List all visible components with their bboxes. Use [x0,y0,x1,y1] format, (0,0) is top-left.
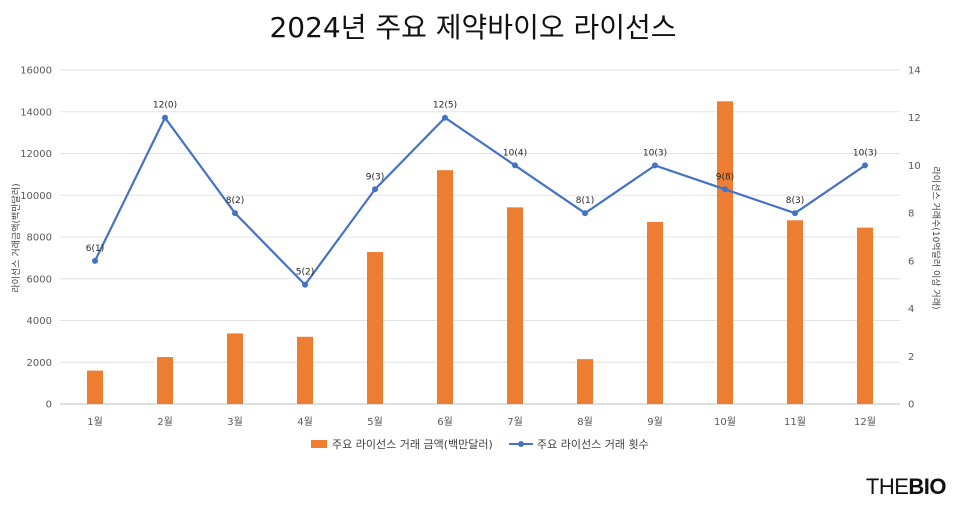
data-label: 10(3) [853,148,877,158]
line-point [512,162,518,169]
data-label: 10(3) [643,148,667,158]
bar [437,170,453,404]
bar [227,333,243,404]
legend-bar-swatch [311,440,327,448]
y-right-axis-title: 라이선스 거래수(10억달러 이상 거래) [930,167,942,310]
line-point [372,186,378,193]
line-point [792,210,798,217]
y-left-tick-label: 14000 [20,107,52,118]
y-left-tick-label: 10000 [20,191,52,202]
brand-logo: THEBIO [865,474,947,499]
line-point [302,281,308,288]
series-line [94,115,866,287]
line-series [92,114,868,288]
bar [647,221,663,404]
y-left-tick-label: 6000 [27,274,52,285]
y-right-tick-label: 0 [908,400,914,411]
x-tick-label: 5월 [367,416,383,428]
data-labels: 6(1) 12(0) 8(2) 5(2) 9(3) 12(5) 10(4) 8(1) 10(3)… [86,101,877,278]
line-point [92,257,98,264]
x-tick-label: 4월 [297,416,313,428]
y-right-tick-label: 8 [908,209,914,220]
bar-series [87,101,873,404]
bar [507,207,523,404]
data-label: 6(1) [86,244,104,254]
y-left-tick-label: 2000 [27,358,52,369]
x-tick-label: 11월 [784,416,806,428]
x-tick-label: 12월 [854,416,876,428]
x-axis-ticks: 1월 2월 3월 4월 5월 6월 7월 8월 9월 10월 11월 12월 [87,416,876,428]
data-label: 10(4) [503,148,527,158]
line-point [162,114,168,121]
y-right-tick-label: 12 [908,113,921,124]
x-tick-label: 6월 [437,416,453,428]
x-tick-label: 8월 [577,416,593,428]
y-right-tick-label: 2 [908,352,914,363]
y-right-tick-label: 10 [908,161,921,172]
data-label: 5(2) [296,268,314,278]
legend-bar-label: 주요 라이선스 거래 금액(백만달러) [332,438,493,451]
y-left-axis-title: 라이선스 거래금액(백만달러) [10,183,22,292]
bar [717,101,733,404]
y-left-tick-label: 12000 [20,149,52,160]
y-left-ticks: 0 2000 4000 6000 8000 10000 12000 14000 16000 [20,66,52,411]
line-point [442,114,448,121]
y-left-tick-label: 8000 [27,233,52,244]
line-point [722,186,728,193]
legend-line-label: 주요 라이선스 거래 횟수 [537,438,649,451]
bar [87,370,103,404]
x-tick-label: 2월 [157,416,173,428]
x-tick-label: 3월 [227,416,243,428]
y-right-tick-label: 6 [908,256,914,267]
data-label: 9(3) [366,172,384,182]
data-label: 8(3) [786,196,804,206]
line-point [862,162,868,169]
legend-line-marker [518,441,524,447]
data-label: 8(1) [576,196,594,206]
gridlines [60,69,900,405]
data-label: 12(0) [153,101,177,111]
bar [297,336,313,404]
y-left-tick-label: 4000 [27,316,52,327]
bar [857,227,873,404]
legend: 주요 라이선스 거래 금액(백만달러) 주요 라이선스 거래 횟수 [311,438,649,451]
line-point [582,210,588,217]
x-tick-label: 10월 [714,416,736,428]
y-right-ticks: 0 2 4 6 8 10 12 14 [908,66,921,411]
line-point [232,210,238,217]
chart-title: 2024년 주요 제약바이오 라이선스 [269,11,677,44]
data-label: 8(2) [226,196,244,206]
bar [367,252,383,404]
x-tick-label: 9월 [647,416,663,428]
bar [787,220,803,404]
bar [157,357,173,404]
x-tick-label: 1월 [87,416,103,428]
y-left-tick-label: 16000 [20,66,52,77]
data-label: 9(8) [716,172,734,182]
data-label: 12(5) [433,101,457,111]
y-left-tick-label: 0 [46,400,52,411]
y-right-tick-label: 4 [908,304,914,315]
y-right-tick-label: 14 [908,66,921,77]
bar [577,359,593,404]
x-tick-label: 7월 [507,416,523,428]
line-point [652,162,658,169]
